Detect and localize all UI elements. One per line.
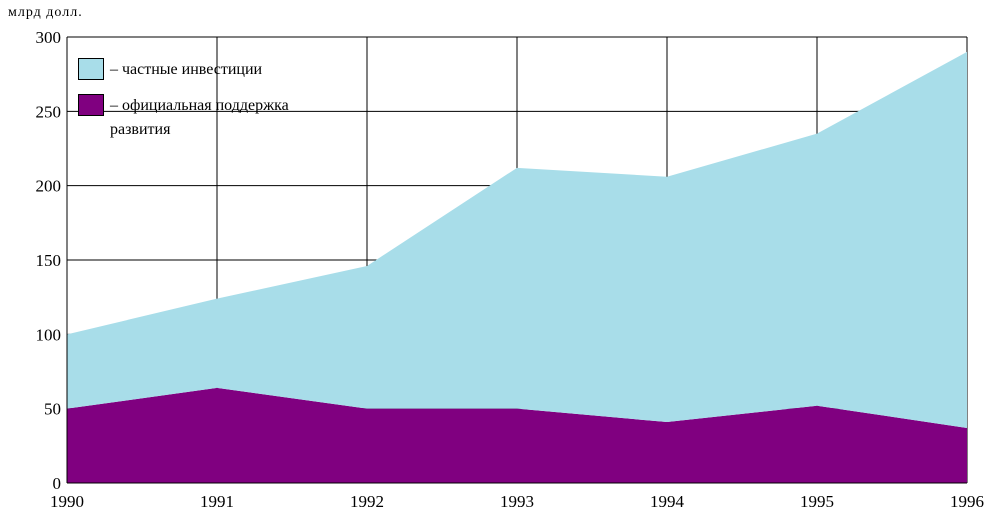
y-tick-label: 150 <box>36 251 62 270</box>
x-tick-label: 1990 <box>50 492 84 511</box>
y-axis-label: млрд долл. <box>8 5 83 20</box>
x-tick-label: 1995 <box>800 492 834 511</box>
y-tick-label: 50 <box>44 400 61 419</box>
y-tick-label: 300 <box>36 28 62 47</box>
x-tick-label: 1993 <box>500 492 534 511</box>
x-tick-label: 1994 <box>650 492 685 511</box>
legend-swatch <box>78 58 104 80</box>
y-tick-label: 200 <box>36 177 62 196</box>
legend-item: частные инвестиции <box>78 58 350 82</box>
area <box>67 387 967 483</box>
x-tick-label: 1996 <box>950 492 984 511</box>
legend-item: официальная поддержка развития <box>78 94 350 142</box>
x-tick-label: 1992 <box>350 492 384 511</box>
legend-label: официальная поддержка развития <box>110 94 350 142</box>
y-tick-label: 250 <box>36 102 62 121</box>
legend-swatch <box>78 94 104 116</box>
y-tick-label: 0 <box>53 474 62 493</box>
y-tick-label: 100 <box>36 325 62 344</box>
legend: частные инвестиции официальная поддержка … <box>78 58 350 154</box>
x-tick-label: 1991 <box>200 492 234 511</box>
legend-label: частные инвестиции <box>110 58 350 82</box>
area <box>67 51 967 428</box>
